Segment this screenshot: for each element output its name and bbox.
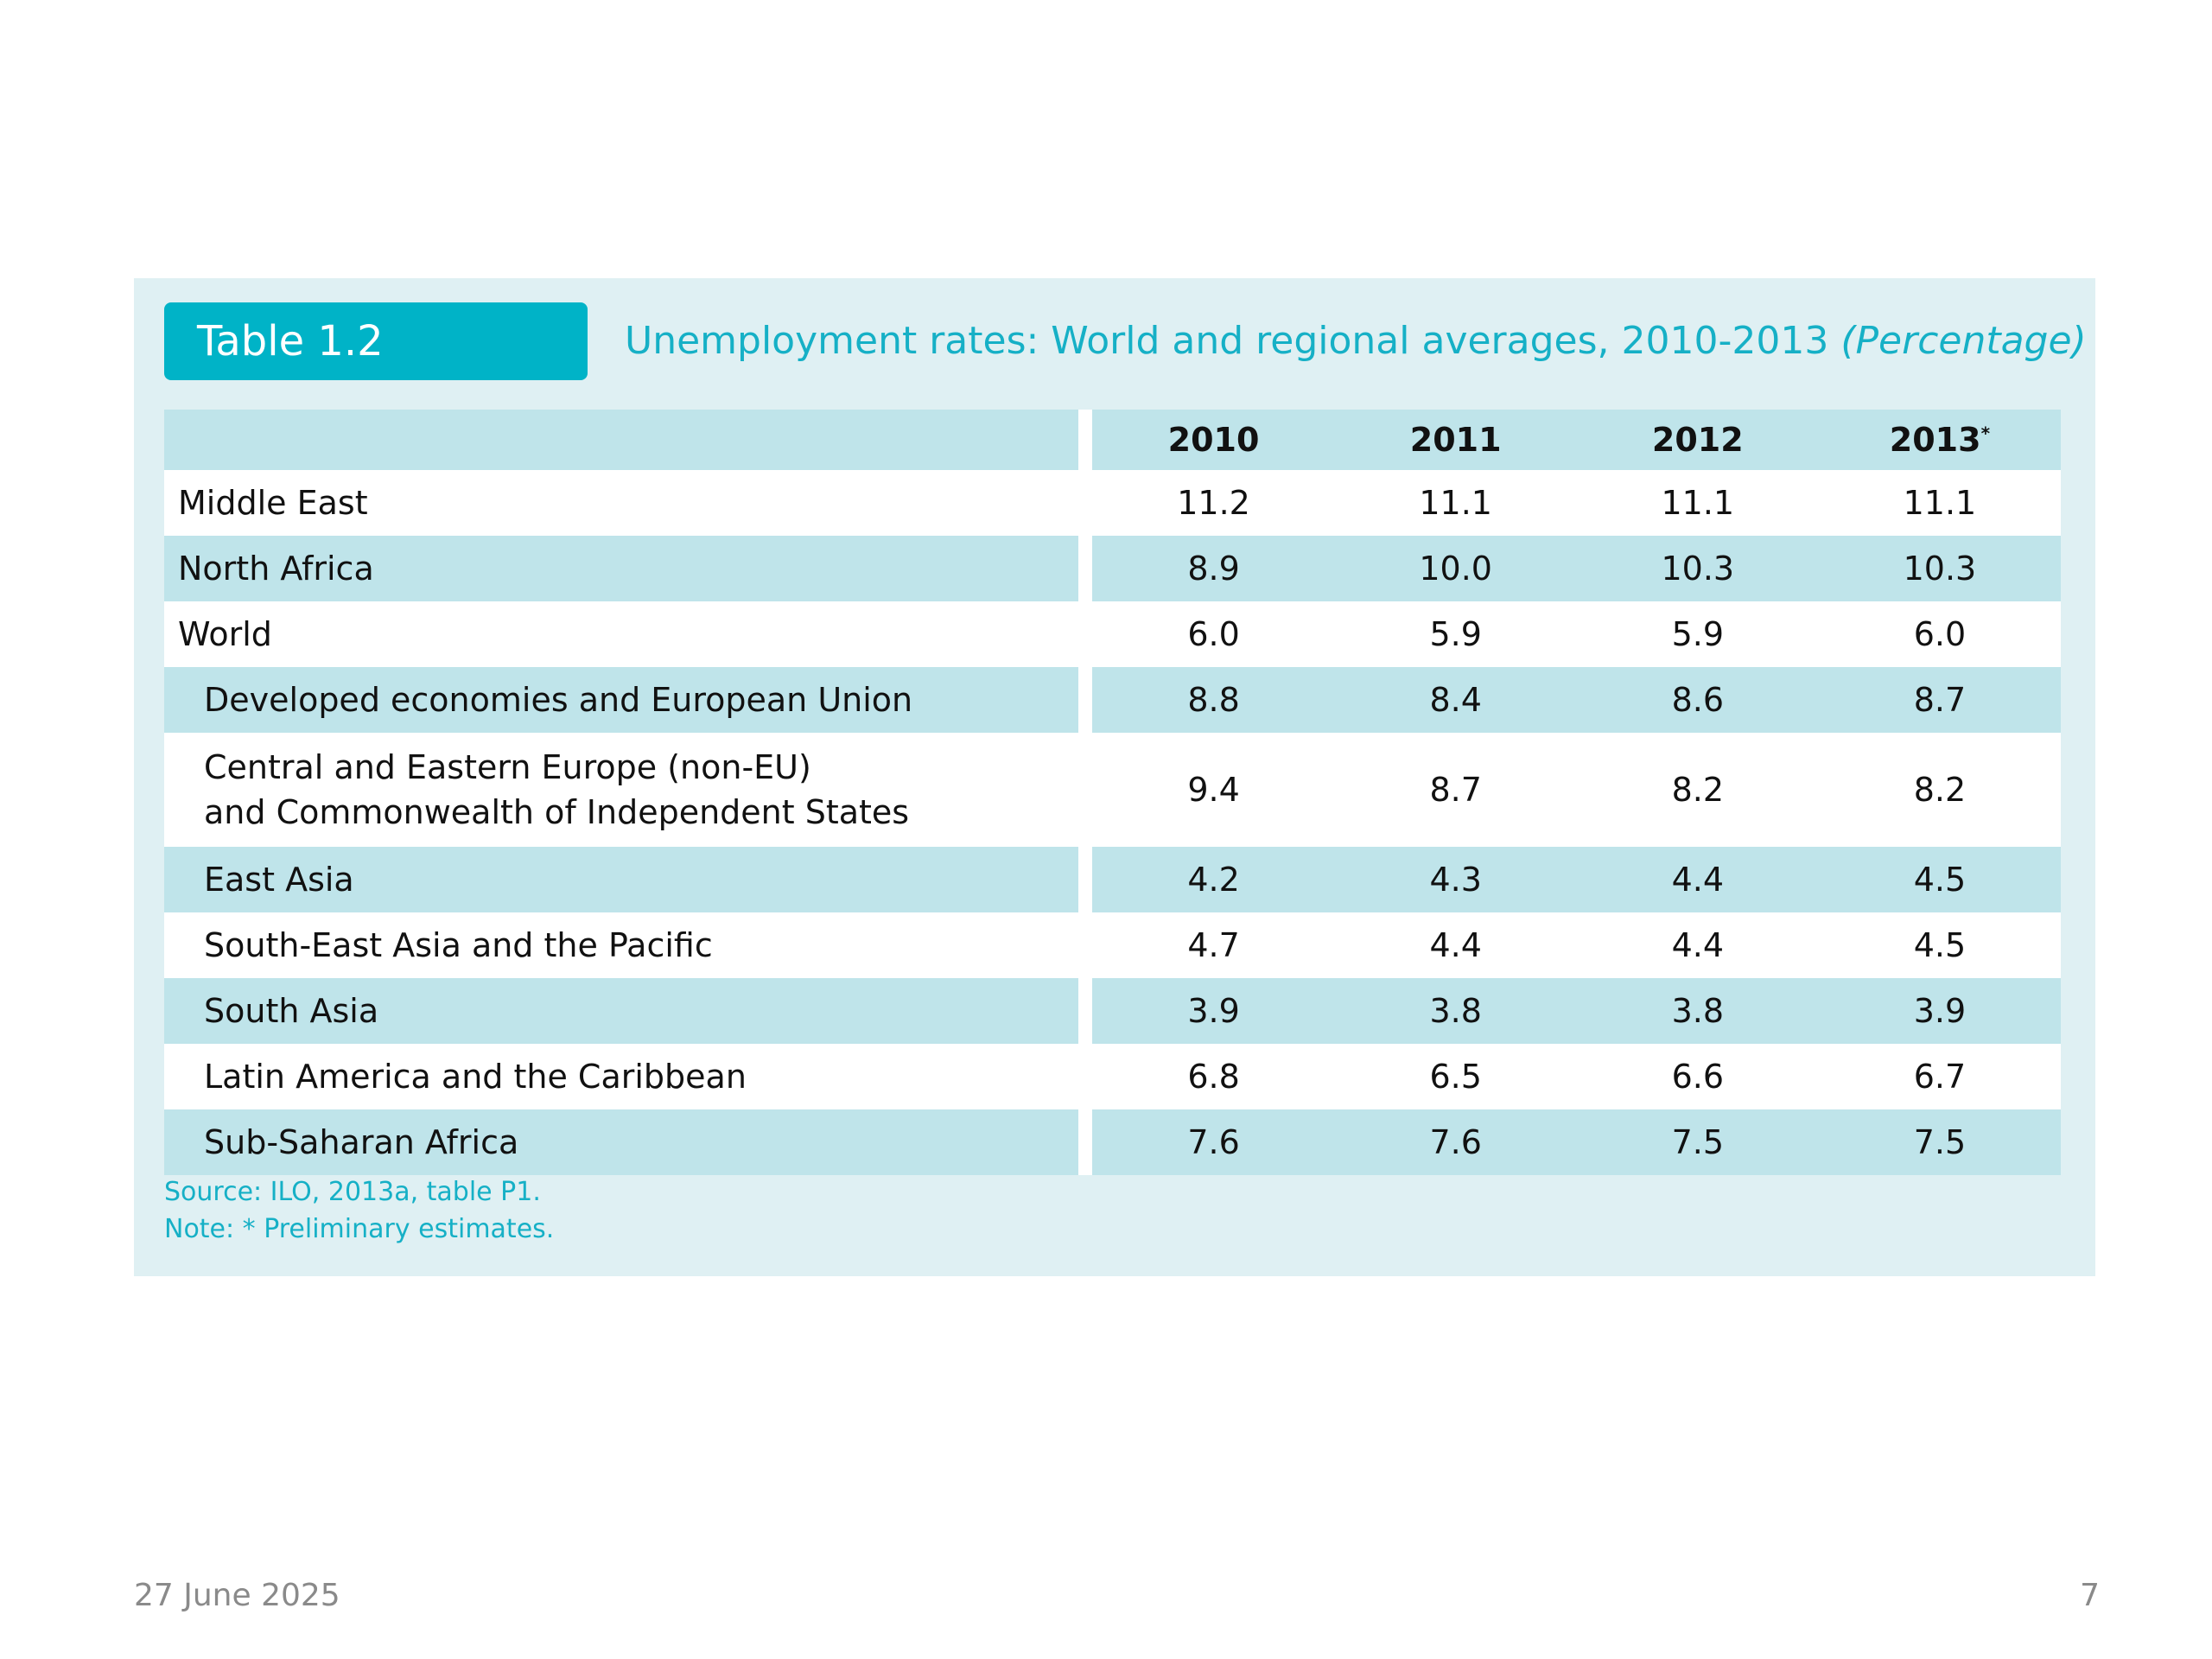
header-label-cell (164, 410, 1079, 470)
value-cell: 9.4 (1092, 733, 1335, 847)
row-label-line: Central and Eastern Europe (non-EU) (204, 748, 811, 786)
header-2013-year: 2013 (1889, 421, 1981, 459)
slide-page-number: 7 (2080, 1578, 2100, 1613)
value-cell: 8.7 (1334, 733, 1577, 847)
row-label: Central and Eastern Europe (non-EU) and C… (164, 733, 1079, 847)
value-cell: 8.2 (1576, 733, 1819, 847)
value-cell: 3.8 (1334, 978, 1577, 1044)
table-row: Latin America and the Caribbean 6.8 6.5 6.6… (164, 1044, 2061, 1109)
value-cell: 4.4 (1576, 847, 1819, 912)
value-cell: 3.9 (1092, 978, 1335, 1044)
table-row: Central and Eastern Europe (non-EU) and C… (164, 733, 2061, 847)
row-label: South-East Asia and the Pacific (164, 912, 1079, 978)
value-cell: 4.2 (1092, 847, 1335, 912)
value-cell: 5.9 (1576, 601, 1819, 667)
value-cell: 8.4 (1334, 667, 1577, 733)
footnote: Note: * Preliminary estimates. (164, 1214, 555, 1244)
value-cell: 6.8 (1092, 1044, 1335, 1109)
slide-date: 27 June 2025 (134, 1578, 340, 1613)
value-cell: 4.5 (1818, 912, 2061, 978)
table-row: Middle East 11.2 11.1 11.1 11.1 (164, 470, 2061, 536)
row-label-line: and Commonwealth of Independent States (204, 793, 910, 831)
table-row: World 6.0 5.9 5.9 6.0 (164, 601, 2061, 667)
value-cell: 4.4 (1576, 912, 1819, 978)
table-row: South Asia 3.9 3.8 3.8 3.9 (164, 978, 2061, 1044)
value-cell: 8.6 (1576, 667, 1819, 733)
table-row: Sub-Saharan Africa 7.6 7.6 7.5 7.5 (164, 1109, 2061, 1175)
header-2010: 2010 (1092, 410, 1335, 470)
row-label: Middle East (164, 470, 1079, 536)
value-cell: 6.0 (1092, 601, 1335, 667)
value-cell: 10.0 (1334, 536, 1577, 601)
row-label: World (164, 601, 1079, 667)
column-gap (1078, 470, 1093, 536)
column-gap (1078, 667, 1093, 733)
preliminary-marker: * (1980, 423, 1991, 444)
table-panel: Table 1.2 Unemployment rates: World and … (134, 278, 2095, 1276)
row-label: North Africa (164, 536, 1079, 601)
table-title-text: Unemployment rates: World and regional a… (625, 319, 1829, 363)
column-gap (1078, 1109, 1093, 1175)
table-row: East Asia 4.2 4.3 4.4 4.5 (164, 847, 2061, 912)
value-cell: 6.0 (1818, 601, 2061, 667)
table-title: Unemployment rates: World and regional a… (625, 302, 2087, 380)
value-cell: 10.3 (1818, 536, 2061, 601)
value-cell: 3.8 (1576, 978, 1819, 1044)
value-cell: 8.7 (1818, 667, 2061, 733)
table-row: North Africa 8.9 10.0 10.3 10.3 (164, 536, 2061, 601)
value-cell: 8.9 (1092, 536, 1335, 601)
value-cell: 3.9 (1818, 978, 2061, 1044)
header-2013: 2013* (1818, 410, 2061, 470)
column-gap (1078, 1044, 1093, 1109)
value-cell: 7.6 (1334, 1109, 1577, 1175)
column-gap (1078, 978, 1093, 1044)
value-cell: 5.9 (1334, 601, 1577, 667)
column-gap (1078, 847, 1093, 912)
value-cell: 11.1 (1576, 470, 1819, 536)
value-cell: 11.2 (1092, 470, 1335, 536)
value-cell: 7.6 (1092, 1109, 1335, 1175)
source-note: Source: ILO, 2013a, table P1. (164, 1177, 541, 1207)
data-table: 2010 2011 2012 2013* Middle East 11.2 11.1… (164, 410, 2061, 1175)
value-cell: 4.5 (1818, 847, 2061, 912)
column-gap (1078, 536, 1093, 601)
column-gap (1078, 410, 1093, 470)
row-label: East Asia (164, 847, 1079, 912)
header-2011: 2011 (1334, 410, 1577, 470)
column-gap (1078, 601, 1093, 667)
column-gap (1078, 912, 1093, 978)
value-cell: 6.7 (1818, 1044, 2061, 1109)
value-cell: 7.5 (1576, 1109, 1819, 1175)
table-title-unit: (Percentage) (1840, 319, 2087, 363)
table-row: South-East Asia and the Pacific 4.7 4.4 4.4… (164, 912, 2061, 978)
value-cell: 7.5 (1818, 1109, 2061, 1175)
value-cell: 6.6 (1576, 1044, 1819, 1109)
header-2012: 2012 (1576, 410, 1819, 470)
table-row: Developed economies and European Union 8.… (164, 667, 2061, 733)
value-cell: 11.1 (1334, 470, 1577, 536)
header-row: 2010 2011 2012 2013* (164, 410, 2061, 470)
value-cell: 4.7 (1092, 912, 1335, 978)
value-cell: 4.3 (1334, 847, 1577, 912)
value-cell: 10.3 (1576, 536, 1819, 601)
value-cell: 6.5 (1334, 1044, 1577, 1109)
value-cell: 8.2 (1818, 733, 2061, 847)
table-number-badge: Table 1.2 (164, 302, 588, 380)
row-label: Latin America and the Caribbean (164, 1044, 1079, 1109)
column-gap (1078, 733, 1093, 847)
value-cell: 4.4 (1334, 912, 1577, 978)
row-label: Developed economies and European Union (164, 667, 1079, 733)
value-cell: 11.1 (1818, 470, 2061, 536)
value-cell: 8.8 (1092, 667, 1335, 733)
row-label: Sub-Saharan Africa (164, 1109, 1079, 1175)
row-label: South Asia (164, 978, 1079, 1044)
